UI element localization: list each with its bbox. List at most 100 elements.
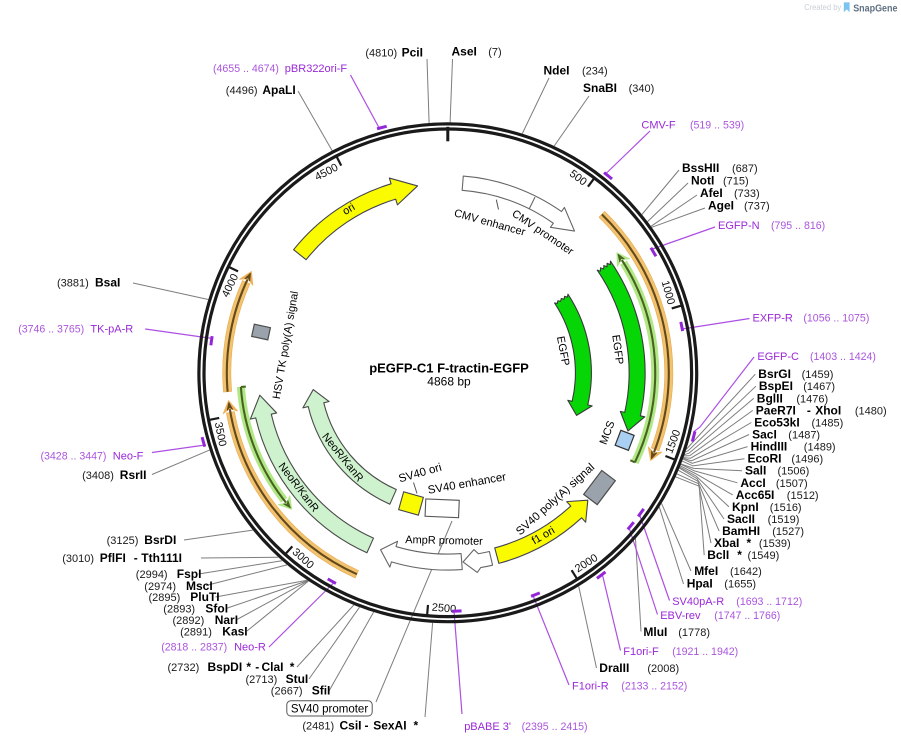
svg-text:EGFP: EGFP: [554, 335, 571, 367]
svg-text:(2667): (2667): [271, 686, 303, 698]
svg-text:(4496): (4496): [226, 85, 258, 97]
svg-text:(795 .. 816): (795 .. 816): [771, 220, 825, 232]
svg-text:(1489): (1489): [804, 442, 836, 454]
svg-text:(2994): (2994): [136, 569, 168, 581]
svg-text:-: -: [255, 660, 259, 674]
svg-text:(687): (687): [732, 163, 758, 175]
svg-text:MfeI: MfeI: [694, 564, 718, 578]
svg-text:2500: 2500: [431, 602, 456, 616]
svg-text:(1642): (1642): [730, 566, 762, 578]
svg-text:Tth111I: Tth111I: [141, 551, 182, 565]
svg-text:BamHI: BamHI: [722, 524, 760, 538]
svg-text:-: -: [807, 403, 811, 417]
svg-text:(2481): (2481): [302, 721, 334, 733]
svg-text:*: *: [414, 719, 419, 733]
svg-text:(1655): (1655): [724, 579, 756, 591]
svg-text:(4810): (4810): [365, 48, 397, 60]
svg-text:KasI: KasI: [222, 625, 247, 639]
svg-text:SacII: SacII: [727, 512, 755, 526]
svg-text:HpaI: HpaI: [687, 577, 713, 591]
svg-text:SnaBI: SnaBI: [583, 81, 617, 95]
svg-text:(1693 .. 1712): (1693 .. 1712): [736, 596, 802, 608]
svg-text:(1485): (1485): [812, 418, 844, 430]
svg-text:ApaLI: ApaLI: [262, 83, 295, 97]
svg-text:CMV-F: CMV-F: [641, 119, 676, 131]
svg-text:RsrII: RsrII: [120, 468, 147, 482]
svg-text:(1921 .. 1942): (1921 .. 1942): [672, 646, 738, 658]
svg-text:(3010): (3010): [62, 553, 94, 565]
svg-text:SfoI: SfoI: [205, 602, 228, 616]
svg-text:(2892): (2892): [173, 615, 205, 627]
svg-text:Created by: Created by: [804, 2, 842, 12]
svg-text:pBR322ori-F: pBR322ori-F: [285, 63, 348, 75]
svg-text:NarI: NarI: [215, 613, 238, 627]
svg-text:(1496): (1496): [791, 454, 823, 466]
svg-text:(519 .. 539): (519 .. 539): [690, 119, 744, 131]
svg-text:SacI: SacI: [752, 428, 777, 442]
svg-text:(1476): (1476): [796, 393, 828, 405]
svg-text:Neo-F: Neo-F: [113, 450, 144, 462]
svg-text:TK-pA-R: TK-pA-R: [90, 323, 133, 335]
svg-text:AseI: AseI: [452, 45, 477, 59]
svg-text:KpnI: KpnI: [732, 500, 759, 514]
svg-text:(2895): (2895): [149, 592, 181, 604]
svg-text:ClaI: ClaI: [262, 660, 284, 674]
svg-text:EGFP-C: EGFP-C: [757, 351, 799, 363]
svg-text:AgeI: AgeI: [708, 199, 734, 213]
svg-text:(1549): (1549): [748, 550, 780, 562]
svg-text:DraIII: DraIII: [599, 661, 629, 675]
svg-text:(1507): (1507): [776, 478, 808, 490]
svg-text:(1539): (1539): [759, 538, 791, 550]
svg-text:*: *: [290, 660, 295, 674]
svg-text:SnapGene: SnapGene: [853, 3, 898, 14]
svg-text:NotI: NotI: [691, 173, 714, 187]
svg-text:PciI: PciI: [402, 46, 423, 60]
svg-text:StuI: StuI: [286, 672, 309, 686]
svg-text:pBABE 3': pBABE 3': [464, 721, 511, 733]
svg-text:CsiI: CsiI: [340, 719, 362, 733]
svg-text:(1487): (1487): [788, 430, 820, 442]
svg-text:AmpR promoter: AmpR promoter: [405, 534, 483, 548]
svg-text:(1527): (1527): [772, 526, 804, 538]
svg-text:XhoI: XhoI: [815, 403, 841, 417]
svg-text:-: -: [365, 719, 369, 733]
svg-text:EGFP: EGFP: [609, 334, 625, 365]
svg-text:BspDI: BspDI: [208, 660, 243, 674]
svg-text:PflFI: PflFI: [100, 551, 126, 565]
svg-text:(234): (234): [582, 65, 608, 77]
svg-text:*: *: [737, 548, 742, 562]
svg-text:BssHII: BssHII: [682, 161, 719, 175]
svg-text:*: *: [747, 536, 752, 550]
svg-text:EXFP-R: EXFP-R: [753, 313, 793, 325]
svg-text:(3125): (3125): [107, 535, 139, 547]
svg-text:(2732): (2732): [168, 662, 200, 674]
svg-text:AccI: AccI: [740, 476, 765, 490]
svg-text:BclI: BclI: [707, 548, 729, 562]
svg-text:Acc65I: Acc65I: [736, 488, 775, 502]
svg-text:(3746 .. 3765): (3746 .. 3765): [18, 323, 84, 335]
svg-text:(1506): (1506): [778, 466, 810, 478]
svg-text:pEGFP-C1 F-tractin-EGFP: pEGFP-C1 F-tractin-EGFP: [369, 360, 529, 375]
svg-text:EcoRI: EcoRI: [748, 452, 782, 466]
svg-text:Eco53kI: Eco53kI: [754, 416, 799, 430]
svg-text:(2133 .. 2152): (2133 .. 2152): [621, 681, 687, 693]
svg-text:BspEI: BspEI: [759, 379, 793, 393]
svg-text:(3428 .. 3447): (3428 .. 3447): [41, 450, 107, 462]
svg-text:Neo-R: Neo-R: [234, 642, 266, 654]
svg-text:(2395 .. 2415): (2395 .. 2415): [522, 721, 588, 733]
svg-text:SV40 promoter: SV40 promoter: [291, 703, 369, 715]
svg-text:(7): (7): [488, 47, 501, 59]
svg-text:(2713): (2713): [246, 674, 278, 686]
svg-text:(2974): (2974): [144, 581, 176, 593]
svg-text:(340): (340): [629, 83, 655, 95]
svg-text:(1480): (1480): [855, 405, 887, 417]
svg-text:BsrDI: BsrDI: [144, 533, 176, 547]
svg-text:(715): (715): [723, 175, 749, 187]
svg-text:BsrGI: BsrGI: [758, 367, 791, 381]
svg-text:SexAI: SexAI: [373, 719, 406, 733]
svg-text:SfiI: SfiI: [312, 684, 331, 698]
svg-text:EBV-rev: EBV-rev: [660, 610, 701, 622]
svg-text:(3881): (3881): [57, 277, 89, 289]
svg-text:HindIII: HindIII: [751, 440, 788, 454]
svg-text:BsaI: BsaI: [95, 275, 120, 289]
